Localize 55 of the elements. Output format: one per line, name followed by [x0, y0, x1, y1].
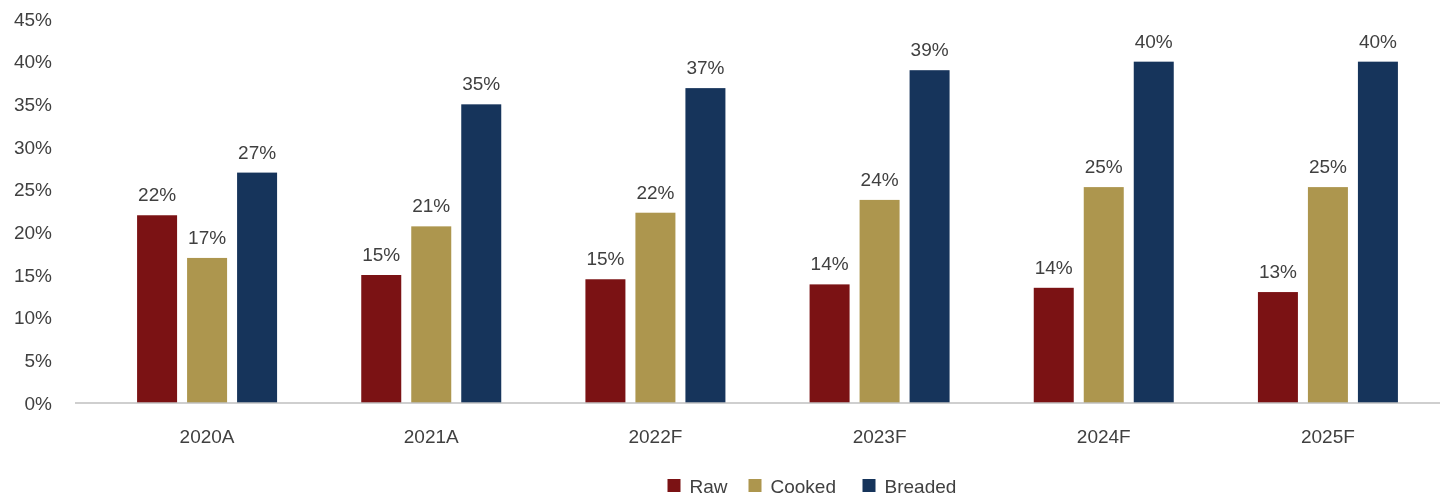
bar: [1307, 187, 1348, 403]
x-tick-label: 2022F: [628, 426, 683, 447]
bar: [187, 257, 228, 403]
bar: [411, 226, 452, 403]
data-label: 35%: [462, 73, 501, 95]
bar: [585, 279, 626, 403]
y-tick-label: 35%: [13, 93, 53, 115]
data-label: 27%: [238, 141, 277, 163]
data-label: 14%: [1034, 256, 1073, 278]
bar: [635, 212, 676, 403]
data-label: 15%: [586, 248, 625, 270]
data-label: 21%: [412, 195, 451, 217]
y-tick-label: 0%: [24, 392, 53, 414]
legend-label: Raw: [689, 475, 728, 497]
bar: [909, 70, 950, 403]
y-tick-label: 20%: [13, 221, 53, 243]
bar: [1357, 61, 1398, 403]
data-label: 22%: [636, 181, 675, 203]
y-tick-label: 5%: [24, 349, 53, 371]
data-label: 25%: [1084, 156, 1123, 178]
y-tick-label: 30%: [13, 136, 53, 158]
bar: [461, 104, 502, 403]
x-tick-label: 2023F: [852, 426, 907, 447]
data-label: 14%: [810, 253, 849, 275]
bar: [237, 172, 278, 403]
bar: [1257, 292, 1298, 403]
bar: [685, 88, 726, 403]
data-label: 40%: [1134, 30, 1173, 52]
x-tick-label: 2024F: [1076, 426, 1131, 447]
bar: [859, 199, 900, 403]
x-tick-label: 2020A: [179, 426, 235, 447]
data-label: 13%: [1258, 261, 1298, 283]
bar: [1033, 287, 1074, 403]
bar: [1133, 61, 1174, 403]
data-label: 17%: [188, 226, 227, 248]
legend-label: Cooked: [770, 475, 836, 497]
bar: [1083, 187, 1124, 403]
y-tick-label: 45%: [13, 8, 53, 30]
data-label: 24%: [860, 168, 899, 190]
x-tick-label: 2025F: [1300, 426, 1355, 447]
data-label: 25%: [1308, 156, 1348, 178]
data-label: 40%: [1358, 30, 1398, 52]
y-tick-label: 15%: [13, 264, 53, 286]
bar: [137, 215, 178, 403]
data-label: 15%: [362, 244, 401, 265]
y-tick-label: 25%: [13, 179, 53, 201]
data-label: 22%: [138, 184, 177, 206]
bar: [361, 275, 402, 403]
bar: [809, 284, 850, 403]
x-tick-label: 2021A: [403, 426, 460, 447]
y-tick-label: 10%: [13, 307, 53, 329]
data-label: 39%: [910, 39, 949, 61]
y-tick-label: 40%: [13, 51, 53, 73]
data-label: 37%: [686, 57, 725, 79]
legend-label: Breaded: [884, 475, 957, 497]
